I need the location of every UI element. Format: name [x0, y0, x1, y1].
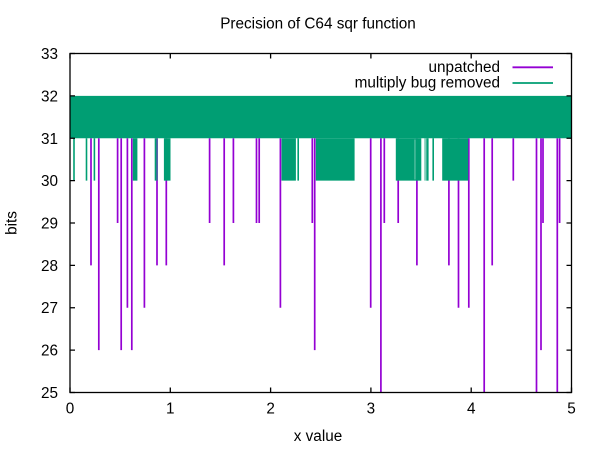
- svg-text:31: 31: [41, 131, 58, 148]
- svg-text:x value: x value: [294, 428, 342, 445]
- svg-text:32: 32: [41, 88, 58, 105]
- svg-text:29: 29: [41, 216, 58, 233]
- svg-text:2: 2: [266, 401, 275, 418]
- svg-text:28: 28: [41, 258, 58, 275]
- svg-text:1: 1: [166, 401, 175, 418]
- svg-text:unpatched: unpatched: [429, 59, 500, 76]
- svg-text:30: 30: [41, 173, 58, 190]
- svg-text:26: 26: [41, 343, 58, 360]
- svg-text:33: 33: [41, 46, 58, 63]
- svg-text:bits: bits: [4, 211, 21, 235]
- svg-text:4: 4: [467, 401, 476, 418]
- svg-text:0: 0: [66, 401, 75, 418]
- svg-text:25: 25: [41, 385, 58, 402]
- svg-text:27: 27: [41, 300, 58, 317]
- svg-text:Precision of C64 sqr function: Precision of C64 sqr function: [220, 16, 416, 33]
- svg-text:3: 3: [367, 401, 376, 418]
- svg-text:5: 5: [567, 401, 576, 418]
- svg-text:multiply bug removed: multiply bug removed: [355, 75, 500, 92]
